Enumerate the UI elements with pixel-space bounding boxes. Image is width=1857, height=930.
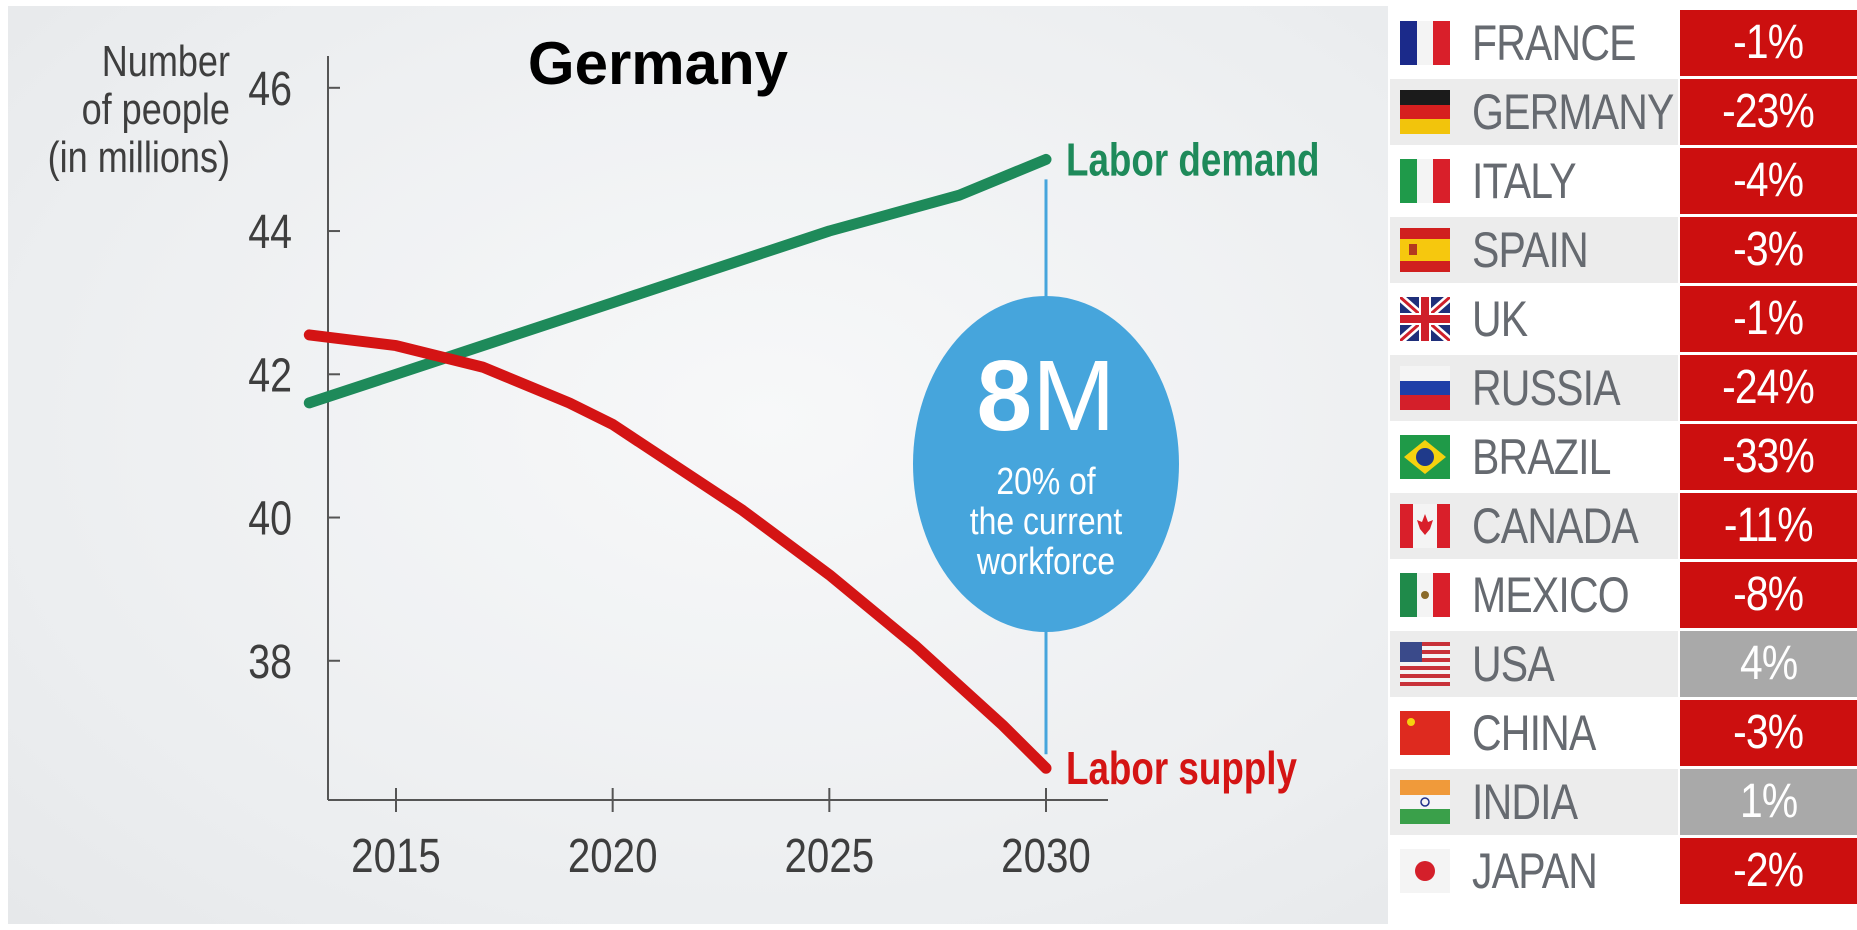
country-table: FRANCE -1% GERMANY -23% ITALY -4% SPAIN -3% UK -1… (1388, 6, 1857, 924)
italy-flag (1400, 159, 1450, 203)
gap-bubble (913, 296, 1179, 632)
table-row: GERMANY -23% (1390, 79, 1857, 145)
table-row: FRANCE -1% (1390, 10, 1857, 76)
change-value: -11% (1724, 499, 1814, 552)
change-value: -4% (1733, 154, 1804, 207)
mexico-flag (1400, 573, 1450, 617)
y-tick-label: 46 (248, 62, 292, 116)
change-value-cell: -3% (1680, 700, 1857, 766)
table-row: JAPAN -2% (1390, 838, 1857, 904)
change-value: -23% (1722, 85, 1816, 138)
change-value: 4% (1739, 637, 1798, 690)
country-name: JAPAN (1472, 843, 1598, 899)
table-row: ITALY -4% (1390, 148, 1857, 214)
change-value-cell: -11% (1680, 493, 1857, 559)
x-tick-label: 2025 (784, 830, 874, 883)
brazil-flag (1400, 435, 1450, 479)
y-tick-label: 40 (248, 492, 292, 546)
country-name: CANADA (1472, 498, 1639, 554)
change-value-cell: 4% (1680, 631, 1857, 697)
table-row: MEXICO -8% (1390, 562, 1857, 628)
country-name: USA (1472, 636, 1555, 692)
spain-flag (1400, 228, 1450, 272)
change-value-cell: -1% (1680, 10, 1857, 76)
y-axis-title-line: (in millions) (48, 133, 230, 182)
y-tick-label: 42 (248, 349, 292, 403)
france-flag (1400, 21, 1450, 65)
canada-flag (1400, 504, 1450, 548)
change-value: -8% (1733, 568, 1804, 621)
gap-unit: M (1032, 340, 1115, 452)
change-value: -1% (1733, 16, 1804, 69)
table-row: UK -1% (1390, 286, 1857, 352)
y-tick-label: 38 (248, 635, 292, 689)
india-flag (1400, 780, 1450, 824)
country-name: BRAZIL (1472, 429, 1611, 485)
change-value-cell: -33% (1680, 424, 1857, 490)
change-value: -1% (1733, 292, 1804, 345)
change-value: -3% (1733, 223, 1804, 276)
table-row: SPAIN -3% (1390, 217, 1857, 283)
table-row: CHINA -3% (1390, 700, 1857, 766)
labor-demand-line (303, 153, 1052, 409)
change-value-cell: -3% (1680, 217, 1857, 283)
country-name: GERMANY (1472, 84, 1674, 140)
x-tick-label: 2020 (568, 830, 658, 883)
chart-title: Germany (528, 30, 789, 97)
country-name: MEXICO (1472, 567, 1630, 623)
russia-flag (1400, 366, 1450, 410)
chart-panel: 38 40 42 44 46 2015 2020 2025 2030 Number of peopl… (8, 6, 1388, 924)
country-name: CHINA (1472, 705, 1596, 761)
y-axis-title-line: Number (102, 37, 230, 86)
table-row: INDIA 1% (1390, 769, 1857, 835)
y-tick-label: 44 (248, 205, 292, 259)
change-value: -2% (1733, 844, 1804, 897)
x-tick-label: 2030 (1001, 830, 1091, 883)
change-value-cell: 1% (1680, 769, 1857, 835)
gap-number: 8 (977, 340, 1033, 452)
country-name: FRANCE (1472, 15, 1636, 71)
germany-flag (1400, 90, 1450, 134)
labor-supply-line (303, 329, 1052, 774)
table-row: BRAZIL -33% (1390, 424, 1857, 490)
country-name: RUSSIA (1472, 360, 1621, 416)
change-value-cell: -23% (1680, 79, 1857, 145)
change-value: 1% (1739, 775, 1798, 828)
change-value: -3% (1733, 706, 1804, 759)
country-name: UK (1472, 291, 1528, 347)
japan-flag (1400, 849, 1450, 893)
change-value: -33% (1722, 430, 1816, 483)
change-value-cell: -4% (1680, 148, 1857, 214)
gap-caption-line: workforce (976, 540, 1115, 582)
table-row: CANADA -11% (1390, 493, 1857, 559)
labor-supply-label: Labor supply (1066, 742, 1297, 794)
gap-value: 8M (977, 340, 1116, 452)
gap-caption-line: 20% of (996, 460, 1096, 502)
country-name: ITALY (1472, 153, 1577, 209)
country-name: SPAIN (1472, 222, 1589, 278)
change-value-cell: -24% (1680, 355, 1857, 421)
labor-demand-label: Labor demand (1066, 133, 1319, 185)
x-tick-label: 2015 (351, 830, 441, 883)
table-row: USA 4% (1390, 631, 1857, 697)
table-row: RUSSIA -24% (1390, 355, 1857, 421)
uk-flag (1400, 297, 1450, 341)
change-value-cell: -8% (1680, 562, 1857, 628)
change-value: -24% (1722, 361, 1816, 414)
gap-caption-line: the current (970, 500, 1123, 542)
change-value-cell: -2% (1680, 838, 1857, 904)
y-axis-title-line: of people (82, 85, 230, 134)
change-value-cell: -1% (1680, 286, 1857, 352)
country-name: INDIA (1472, 774, 1578, 830)
usa-flag (1400, 642, 1450, 686)
china-flag (1400, 711, 1450, 755)
